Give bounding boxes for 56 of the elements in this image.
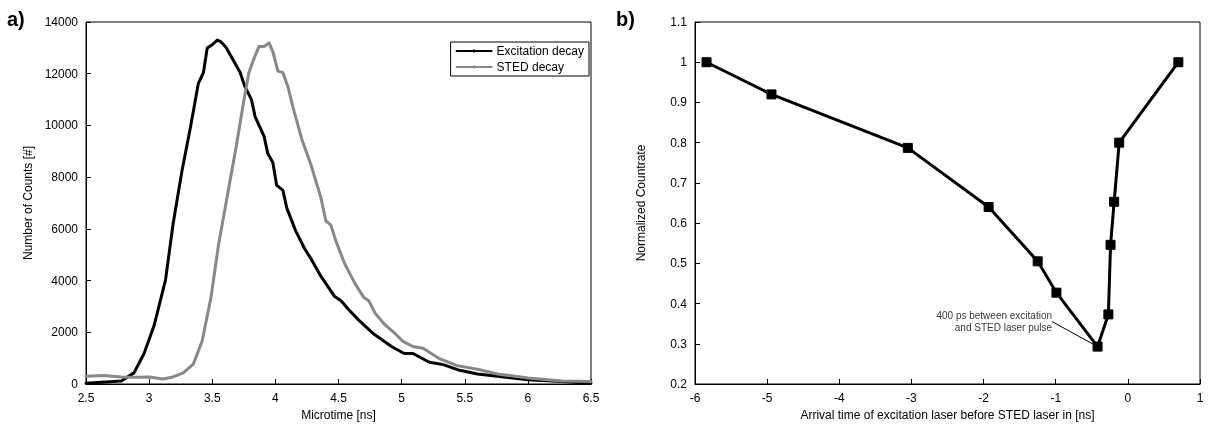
x-tick-label: 3 [145,391,153,405]
x-tick-label: 1 [1196,391,1204,405]
y-tick-label: 8000 [51,170,79,185]
annotation: 400 ps between excitation and STED laser pulse [936,310,1053,334]
x-tick-label: 4 [272,391,280,405]
point [1051,287,1062,298]
y-tick-label: 14000 [44,15,79,29]
x-axis-title: Arrival time of excitation laser before STED laser in [ns] [800,407,1095,422]
legend-label: Excitation decay [496,44,585,58]
x-tick-label: -1 [1050,391,1062,405]
y-tick-label: 0.3 [670,336,688,351]
point [1173,57,1184,68]
x-tick-label: 4.5 [330,391,348,405]
point [1114,137,1125,148]
y-tick-label: 0 [71,377,79,391]
legend-label: STED decay [496,60,564,74]
y-tick-label: 10000 [44,118,79,133]
y-axis-title: Number of Counts [#] [20,145,35,261]
y-tick-label: 0.6 [670,216,688,231]
y-tick-label: 0.7 [670,175,688,190]
x-tick-label: 3.5 [203,391,221,405]
x-tick-label: -5 [761,391,773,405]
point [1103,309,1114,320]
y-tick-label: 1 [680,55,688,70]
point [1105,239,1116,250]
y-tick-label: 0.8 [670,135,688,150]
y-tick-label: 2000 [51,325,79,340]
point [983,202,994,213]
point [766,89,777,100]
chart-title: a) [7,8,25,30]
y-tick-label: 6000 [51,221,79,236]
point [701,57,712,68]
y-tick-label: 4000 [51,273,79,288]
y-axis-title: Normalized Countrate [634,144,648,262]
x-tick-label: 6.5 [582,391,600,405]
x-tick-label: -2 [978,391,990,405]
y-tick-label: 0.5 [670,256,688,271]
x-tick-label: -6 [689,391,701,405]
x-tick-label: 5.5 [456,391,474,405]
y-tick-label: 12000 [44,66,79,81]
point [1092,341,1103,352]
point [1032,256,1043,267]
y-tick-label: 0.9 [670,95,688,110]
y-tick-label: 0.2 [670,377,688,391]
x-tick-label: -4 [833,391,845,405]
x-axis-title: Microtime [ns] [301,407,376,422]
y-tick-label: 1.1 [670,15,688,29]
chart-title: b) [616,8,635,30]
x-tick-label: 5 [398,391,406,405]
y-tick-label: 0.4 [670,296,688,311]
x-tick-label: 6 [524,391,532,405]
point [1109,196,1120,207]
x-tick-label: -3 [906,391,918,405]
point [902,142,913,153]
x-tick-label: 2.5 [77,391,95,405]
x-tick-label: 0 [1124,391,1132,405]
